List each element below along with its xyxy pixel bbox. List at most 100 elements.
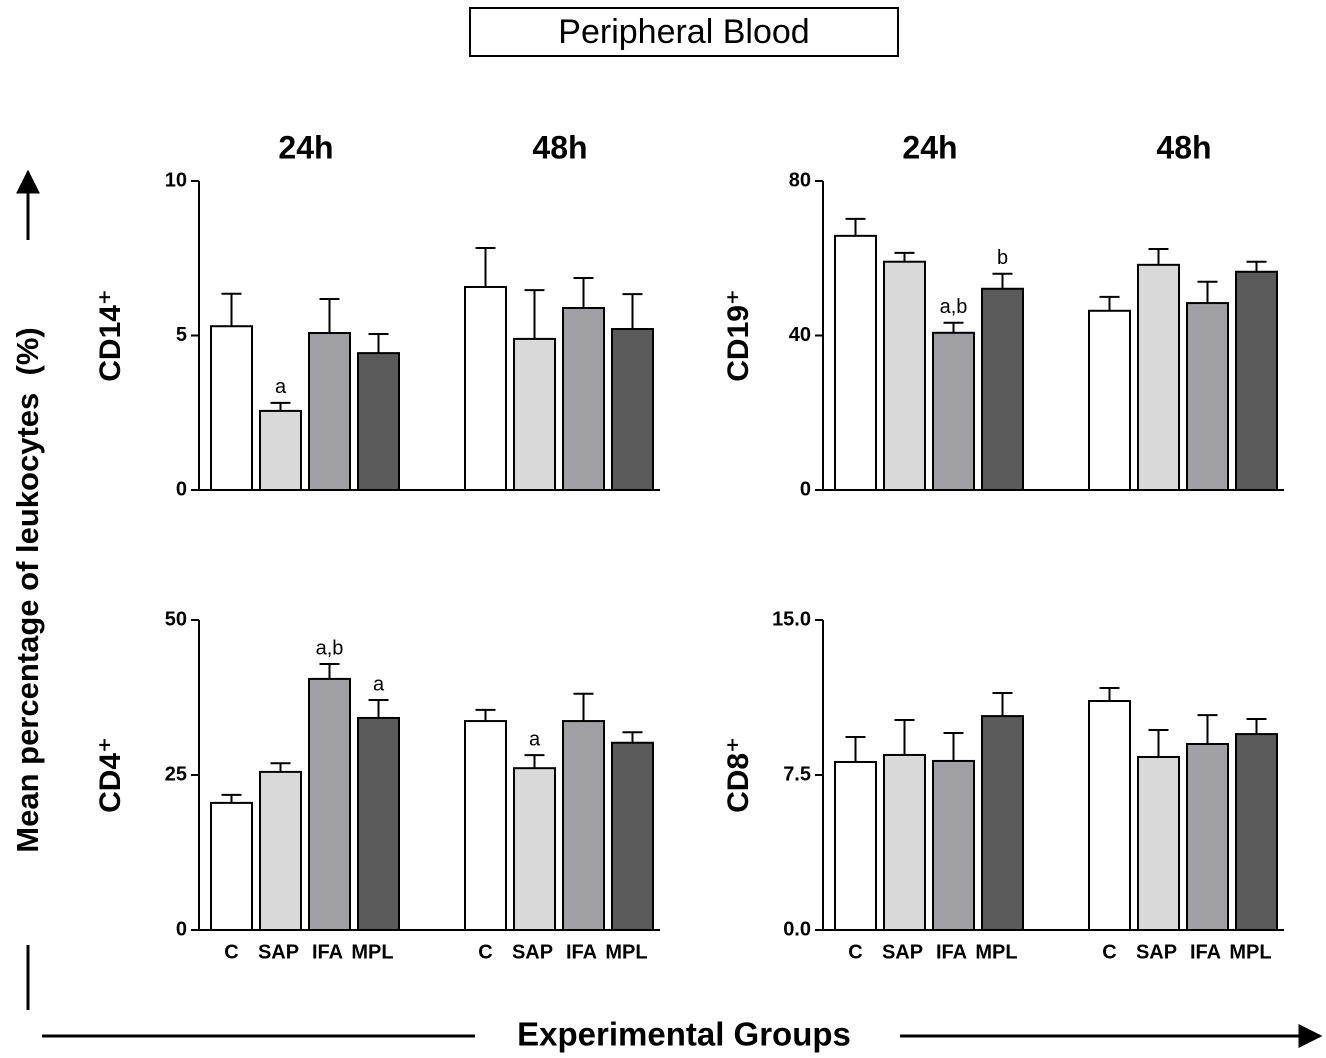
bar — [1137, 263, 1180, 491]
bar — [1186, 302, 1229, 491]
y-tick-label: 80 — [789, 169, 811, 191]
bar — [1235, 733, 1278, 932]
y-tick-label: 0.0 — [783, 918, 811, 940]
y-tick-label: 25 — [165, 763, 187, 785]
bar — [981, 715, 1024, 931]
bar — [259, 409, 302, 491]
bar — [834, 760, 877, 931]
bar — [464, 285, 507, 491]
bar — [357, 716, 400, 932]
x-tick-label: MPL — [1229, 941, 1271, 963]
error-bar — [992, 691, 1013, 717]
error-bar — [1099, 295, 1120, 311]
x-tick-label: IFA — [566, 941, 597, 963]
error-bar — [270, 401, 291, 411]
y-tick-label: 0 — [176, 918, 187, 940]
y-tick-label: 7.5 — [783, 763, 811, 785]
x-tick-label: SAP — [258, 941, 299, 963]
x-tick-label: C — [224, 941, 238, 963]
error-bar — [943, 732, 964, 761]
error-bar — [573, 277, 594, 308]
y-label: CD14⁺ — [94, 289, 127, 382]
x-tick-label: C — [848, 941, 862, 963]
annotation: a — [373, 673, 385, 695]
x-title: Experimental Groups — [517, 1016, 851, 1053]
y-title: Mean percentage of leukocytes (%) — [10, 327, 45, 852]
y-tick-label: 0 — [800, 478, 811, 500]
annotation: a,b — [940, 296, 968, 318]
y-tick-label: 10 — [165, 169, 187, 191]
error-bar — [1148, 247, 1169, 265]
title-box — [469, 7, 899, 57]
bar — [513, 767, 556, 931]
error-bar — [943, 321, 964, 333]
x-tick-label: C — [478, 941, 492, 963]
group-label: 48h — [532, 129, 587, 165]
bar — [834, 234, 877, 491]
bar — [932, 759, 975, 931]
error-bar — [1099, 686, 1120, 702]
error-bar — [1246, 260, 1267, 272]
bar — [308, 332, 351, 492]
bar — [883, 753, 926, 931]
annotation: a — [529, 728, 541, 750]
bar — [308, 677, 351, 932]
bar — [611, 741, 654, 932]
x-tick-label: MPL — [351, 941, 393, 963]
y-tick-label: 15.0 — [772, 608, 811, 630]
bar — [1235, 270, 1278, 491]
bar — [981, 287, 1024, 492]
x-tick-label: MPL — [605, 941, 647, 963]
y-tick-label: 5 — [176, 324, 187, 346]
x-tick-label: SAP — [882, 941, 923, 963]
error-bar — [1148, 728, 1169, 758]
y-tick-label: 40 — [789, 324, 811, 346]
error-bar — [368, 698, 389, 718]
y-tick-label: 0 — [176, 478, 187, 500]
bar — [513, 337, 556, 491]
error-bar — [894, 719, 915, 755]
bar — [210, 325, 253, 492]
x-tick-label: IFA — [1190, 941, 1221, 963]
error-bar — [622, 293, 643, 330]
error-bar — [475, 247, 496, 287]
error-bar — [524, 289, 545, 339]
error-bar — [368, 332, 389, 354]
x-tick-label: IFA — [312, 941, 343, 963]
error-bar — [992, 272, 1013, 289]
bar — [1088, 700, 1131, 931]
y-tick-label: 50 — [165, 608, 187, 630]
bar — [883, 260, 926, 491]
annotation: b — [997, 247, 1008, 269]
annotation: a,b — [316, 637, 344, 659]
x-tick-label: SAP — [512, 941, 553, 963]
bar — [1137, 756, 1180, 932]
error-bar — [573, 692, 594, 722]
error-bar — [270, 762, 291, 772]
bar — [464, 720, 507, 931]
bar — [1088, 309, 1131, 491]
page-title: Peripheral Blood — [558, 13, 809, 51]
error-bar — [475, 708, 496, 722]
bar — [210, 801, 253, 932]
error-bar — [894, 251, 915, 262]
error-bar — [319, 298, 340, 334]
group-label: 48h — [1156, 129, 1211, 165]
error-bar — [1197, 714, 1218, 744]
x-tick-label: SAP — [1136, 941, 1177, 963]
error-bar — [845, 735, 866, 762]
x-tick-label: IFA — [936, 941, 967, 963]
error-bar — [1246, 717, 1267, 735]
bar — [562, 720, 605, 931]
error-bar — [221, 793, 242, 803]
y-label: CD8⁺ — [722, 737, 755, 813]
error-bar — [845, 217, 866, 236]
error-bar — [1197, 280, 1218, 304]
y-label: CD19⁺ — [722, 289, 755, 382]
error-bar — [221, 292, 242, 327]
x-tick-label: C — [1102, 941, 1116, 963]
bar — [259, 770, 302, 932]
bar — [932, 331, 975, 492]
